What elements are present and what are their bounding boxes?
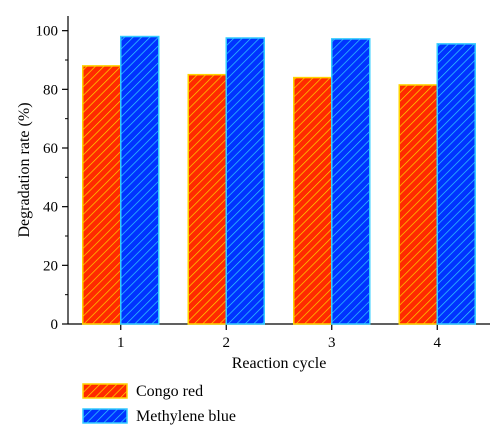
y-tick-label: 0 — [51, 317, 59, 333]
legend-swatch-methylene-blue — [82, 408, 128, 424]
y-axis: 0 20 40 60 80 100 — [36, 24, 68, 333]
x-axis-title: Reaction cycle — [232, 355, 327, 372]
y-tick-label: 100 — [36, 24, 59, 40]
legend-swatch-congo-red — [82, 383, 128, 399]
bar-methylene-blue — [331, 38, 371, 325]
bar-congo-red — [293, 76, 333, 325]
y-tick-label: 60 — [43, 141, 58, 157]
legend-label-congo-red: Congo red — [136, 383, 203, 400]
x-axis: 1 2 3 4 — [117, 324, 442, 351]
y-axis-title: Degradation rate (%) — [16, 102, 33, 237]
bar-methylene-blue — [436, 43, 476, 325]
bar-congo-red — [82, 65, 122, 325]
bar-methylene-blue — [225, 37, 265, 325]
y-tick-label: 40 — [43, 200, 58, 216]
x-tick-label: 4 — [434, 335, 442, 351]
legend-label-methylene-blue: Methylene blue — [136, 408, 236, 425]
legend: Congo red Methylene blue — [82, 383, 236, 425]
x-tick-label: 3 — [328, 335, 336, 351]
x-tick-label: 2 — [223, 335, 231, 351]
bar-methylene-blue — [120, 35, 160, 325]
bar-congo-red — [398, 84, 438, 325]
y-tick-label: 80 — [43, 82, 58, 98]
x-tick-label: 1 — [117, 335, 125, 351]
y-tick-label: 20 — [43, 258, 58, 274]
bars — [82, 35, 476, 325]
bar-congo-red — [187, 73, 227, 325]
